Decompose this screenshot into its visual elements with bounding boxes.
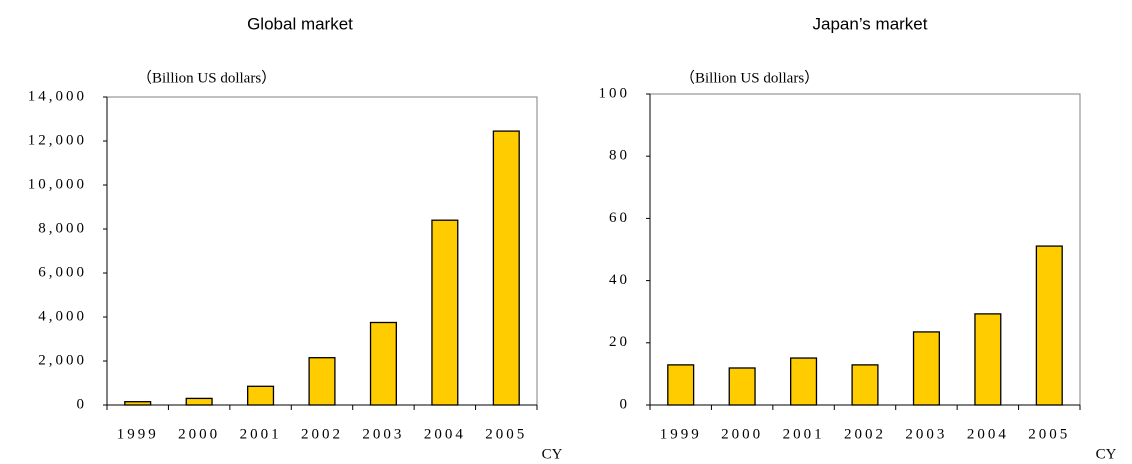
y-tick-label: 40 [609,272,630,288]
chart-title: Global market [247,14,353,33]
y-tick-label: 60 [609,210,630,226]
y-axis-label: （Billion US dollars） [680,69,819,86]
y-axis-label: （Billion US dollars） [137,69,276,86]
y-tick-label: 4,000 [38,308,87,324]
x-axis-label: CY [542,446,563,462]
y-tick-label: 12,000 [28,132,87,148]
bar [667,364,695,406]
x-tick-label: 2001 [783,426,825,442]
y-tick-label: 0 [77,396,88,412]
bar [974,313,1002,406]
bar [124,401,152,406]
bar [308,357,336,406]
bar [851,364,879,406]
y-tick-label: 14,000 [28,88,87,104]
y-tick-label: 6,000 [38,264,87,280]
x-tick-label: 2001 [240,426,282,442]
plot-frame [649,93,1081,406]
bar [790,357,818,406]
x-tick-label: 2004 [967,426,1009,442]
bar [1035,245,1063,406]
x-tick-label: 1999 [660,426,702,442]
x-tick-label: 2004 [424,426,466,442]
x-tick-label: 2000 [721,426,763,442]
bar [492,130,520,406]
x-tick-label: 2000 [178,426,220,442]
y-tick-label: 20 [609,334,630,350]
x-tick-label: 2005 [1028,426,1070,442]
y-tick-label: 2,000 [38,352,87,368]
bar [247,385,275,406]
x-tick-label: 2003 [905,426,947,442]
y-tick-label: 80 [609,148,630,164]
y-tick-label: 10,000 [28,176,87,192]
x-tick-label: 2002 [301,426,343,442]
y-tick-label: 8,000 [38,220,87,236]
bar [369,321,397,406]
bar [912,331,940,406]
x-tick-label: 2005 [485,426,527,442]
y-tick-label: 100 [599,85,631,101]
bar [728,367,756,406]
bar [185,397,213,406]
x-tick-label: 2002 [844,426,886,442]
bar [431,219,459,406]
x-axis-label: CY [1096,446,1117,462]
x-tick-label: 2003 [362,426,404,442]
chart-title: Japan’s market [813,14,928,33]
x-tick-label: 1999 [117,426,159,442]
y-tick-label: 0 [620,396,631,412]
